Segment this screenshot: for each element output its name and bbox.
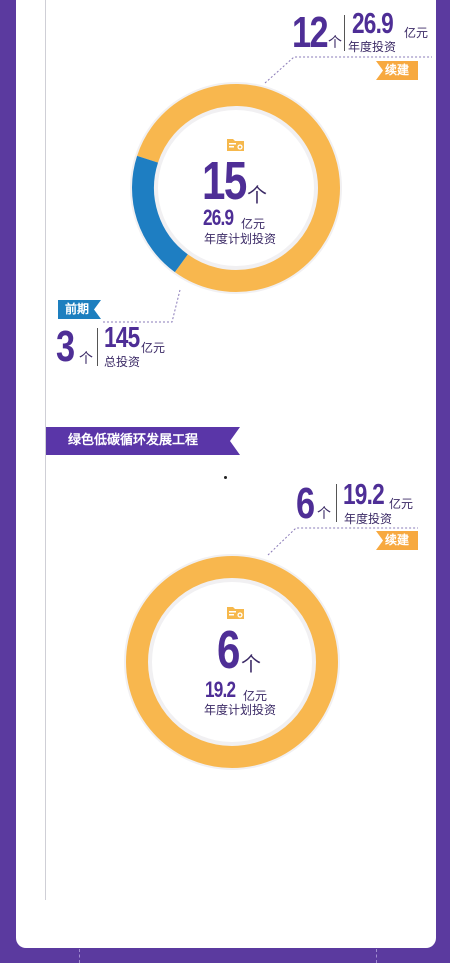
- center-amount-unit: 亿元: [241, 217, 266, 231]
- callout-amount: 26.9: [352, 8, 394, 40]
- donut-slice-1: [132, 155, 189, 273]
- callout-count: 3: [56, 322, 75, 371]
- status-tag-preliminary: 前期: [58, 300, 101, 319]
- callout-amount-unit: 亿元: [141, 341, 166, 355]
- donut-chart-2: [124, 554, 340, 770]
- folder-icon: [227, 607, 244, 619]
- center-amount: 19.2: [205, 677, 236, 702]
- center-count-unit: 个: [247, 183, 267, 207]
- center-caption: 年度计划投资: [204, 703, 277, 717]
- callout-amount-unit: 亿元: [389, 497, 414, 511]
- callout-caption: 年度投资: [344, 512, 393, 526]
- timeline-line: [45, 0, 46, 900]
- callout-count-unit: 个: [328, 35, 342, 51]
- callout-count: 12: [292, 8, 329, 57]
- footer-divider: [376, 949, 377, 963]
- callout-count-unit: 个: [317, 506, 331, 522]
- donut-chart-1: [130, 82, 342, 294]
- donut-center: [152, 582, 312, 742]
- center-count-unit: 个: [241, 652, 261, 676]
- folder-icon: [227, 139, 244, 151]
- callout-count-unit: 个: [79, 351, 93, 367]
- callout-separator: [97, 328, 98, 366]
- callout-amount: 145: [104, 322, 140, 354]
- callout-caption: 总投资: [104, 355, 141, 369]
- center-count: 15: [202, 151, 247, 211]
- callout-count: 6: [296, 479, 315, 528]
- donut-slice-0: [137, 84, 340, 292]
- callout-separator: [336, 484, 337, 522]
- center-caption: 年度计划投资: [204, 232, 277, 246]
- dot-marker: [224, 476, 227, 479]
- status-tag-continuing: 续建: [376, 531, 418, 550]
- callout-amount: 19.2: [343, 479, 385, 511]
- donut-slice-0: [126, 556, 338, 768]
- donut-center: [158, 110, 314, 266]
- center-amount-unit: 亿元: [243, 689, 268, 703]
- section-banner: 绿色低碳循环发展工程: [46, 427, 240, 455]
- callout-caption: 年度投资: [348, 40, 397, 54]
- footer-divider: [79, 949, 80, 963]
- callout-amount-unit: 亿元: [404, 26, 429, 40]
- center-amount: 26.9: [203, 205, 234, 230]
- center-count: 6: [217, 620, 240, 680]
- status-tag-continuing: 续建: [376, 61, 418, 80]
- callout-separator: [344, 15, 345, 51]
